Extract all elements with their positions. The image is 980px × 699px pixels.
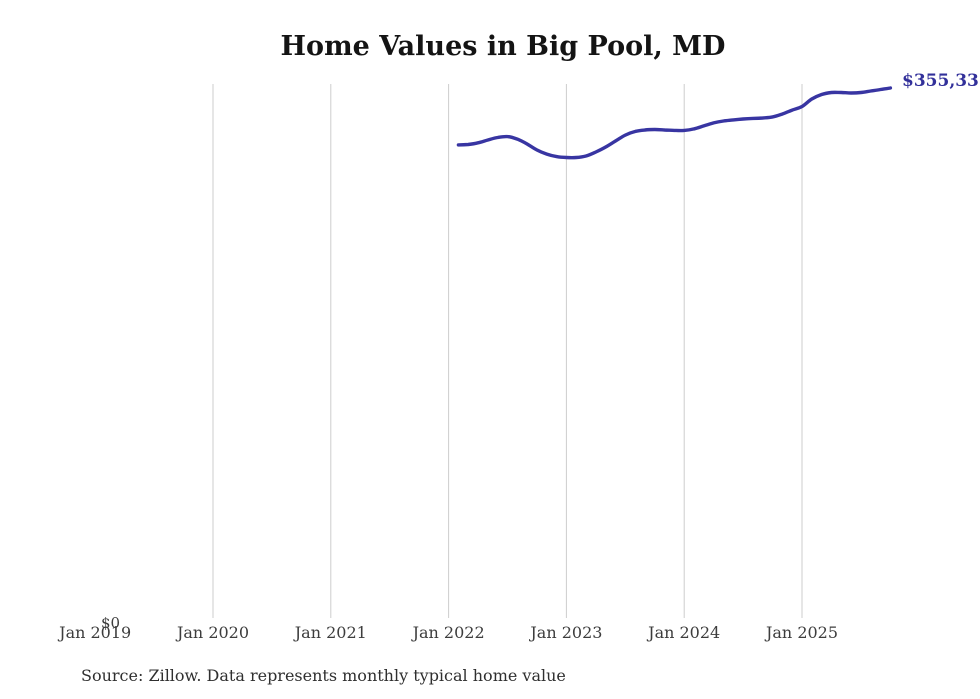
y-axis-zero-label: $0	[101, 614, 121, 632]
x-axis-label: Jan 2023	[530, 623, 603, 642]
x-axis-label: Jan 2021	[294, 623, 367, 642]
x-axis-label: Jan 2025	[765, 623, 839, 642]
home-value-line	[456, 86, 893, 160]
x-axis-label: Jan 2020	[176, 623, 250, 642]
gridlines	[212, 84, 803, 618]
x-axis-label: Jan 2024	[648, 623, 721, 642]
source-note: Source: Zillow. Data represents monthly …	[81, 666, 566, 685]
x-axis-label: Jan 2022	[412, 623, 485, 642]
chart-title: Home Values in Big Pool, MD	[280, 31, 726, 62]
end-value-label: $355,333	[902, 71, 980, 91]
x-axis-label: Jan 2019	[59, 623, 132, 642]
